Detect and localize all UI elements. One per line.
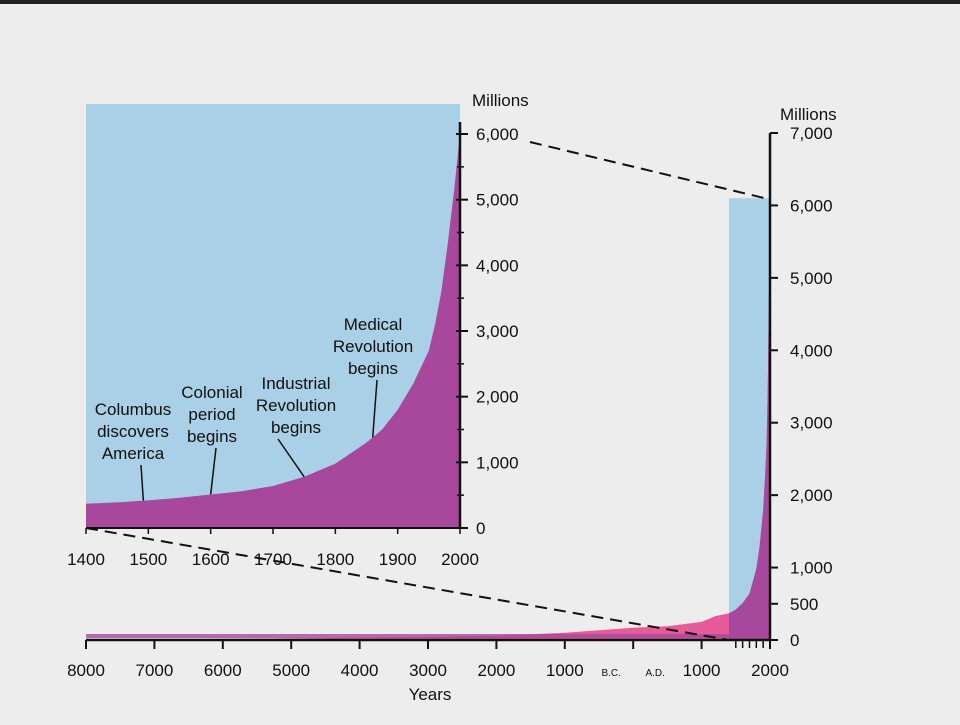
inset-annotation-leader <box>277 438 305 478</box>
main-chart: 8000 7000 6000 5000 4000 3000 2000 1000 1000 2000… <box>67 105 837 704</box>
main-y-tick-label: 4,000 <box>790 341 833 360</box>
inset-annotation-line: Revolution <box>333 337 413 356</box>
inset-x-tick-label: 1400 <box>67 550 105 569</box>
inset-y-tick-label: 3,000 <box>476 322 519 341</box>
inset-annotation-line: Columbus <box>95 400 172 419</box>
main-x-tick-label: 4000 <box>341 661 379 680</box>
zoom-connector-top <box>529 141 771 201</box>
main-y-tick-label: 0 <box>790 631 799 650</box>
main-x-tick-label: 2000 <box>477 661 515 680</box>
main-era-label-bc: B.C. <box>601 668 620 679</box>
inset-annotation-line: Revolution <box>256 396 336 415</box>
inset-annotation-line: begins <box>348 359 398 378</box>
main-x-tick-label: 5000 <box>272 661 310 680</box>
main-x-tick-label: 7000 <box>135 661 173 680</box>
inset-y-tick-label: 0 <box>476 519 485 538</box>
main-zoom-region-population <box>728 198 770 640</box>
inset-annotation-line: period <box>188 405 235 424</box>
inset-y-axis-title: Millions <box>472 91 529 110</box>
inset-annotation-leader <box>371 379 378 438</box>
main-base-band <box>86 634 729 638</box>
inset-annotation-line: begins <box>187 427 237 446</box>
inset-annotation-line: begins <box>271 418 321 437</box>
inset-y-tick-label: 6,000 <box>476 125 519 144</box>
main-y-tick-label: 6,000 <box>790 196 833 215</box>
inset-x-tick-label: 1900 <box>379 550 417 569</box>
main-y-tick-label: 1,000 <box>790 559 833 578</box>
main-x-tick-label: 1000 <box>546 661 584 680</box>
inset-y-tick-label: 4,000 <box>476 256 519 275</box>
zoom-connector-bottom <box>85 527 730 641</box>
inset-y-tick-label: 1,000 <box>476 453 519 472</box>
inset-annotation-line: America <box>102 444 165 463</box>
main-y-axis-title: Millions <box>780 105 837 124</box>
main-y-tick-label: 5,000 <box>790 269 833 288</box>
zoom-connectors <box>85 141 771 641</box>
main-y-tick-label: 500 <box>790 595 818 614</box>
main-x-tick-label: 6000 <box>204 661 242 680</box>
inset-population-area <box>86 134 460 528</box>
inset-x-tick-label: 1700 <box>254 550 292 569</box>
inset-annotation-leader <box>209 447 217 495</box>
main-y-tick-label: 2,000 <box>790 486 833 505</box>
inset-y-tick-label: 2,000 <box>476 388 519 407</box>
inset-annotation-line: Medical <box>344 315 403 334</box>
main-era-label-ad: A.D. <box>645 668 664 679</box>
inset-x-tick-label: 1500 <box>129 550 167 569</box>
main-x-axis-title: Years <box>409 685 452 704</box>
inset-annotation-line: discovers <box>97 422 169 441</box>
main-x-tick-label: 2000 <box>751 661 789 680</box>
main-y-tick-label: 7,000 <box>790 124 833 143</box>
main-x-tick-label: 3000 <box>409 661 447 680</box>
inset-y-tick-label: 5,000 <box>476 191 519 210</box>
inset-chart: Millions 0 1,000 2,000 3,000 4,000 5,000 6,000 1… <box>67 91 529 569</box>
inset-annotation-line: Industrial <box>262 374 331 393</box>
main-x-tick-label: 1000 <box>683 661 721 680</box>
inset-x-tick-label: 1800 <box>316 550 354 569</box>
inset-annotation-line: Colonial <box>181 383 242 402</box>
main-x-tick-label: 8000 <box>67 661 105 680</box>
top-border <box>0 0 960 4</box>
main-y-tick-label: 3,000 <box>790 414 833 433</box>
inset-x-tick-label: 1600 <box>192 550 230 569</box>
inset-x-tick-label: 2000 <box>441 550 479 569</box>
inset-annotation-leader <box>140 464 145 501</box>
